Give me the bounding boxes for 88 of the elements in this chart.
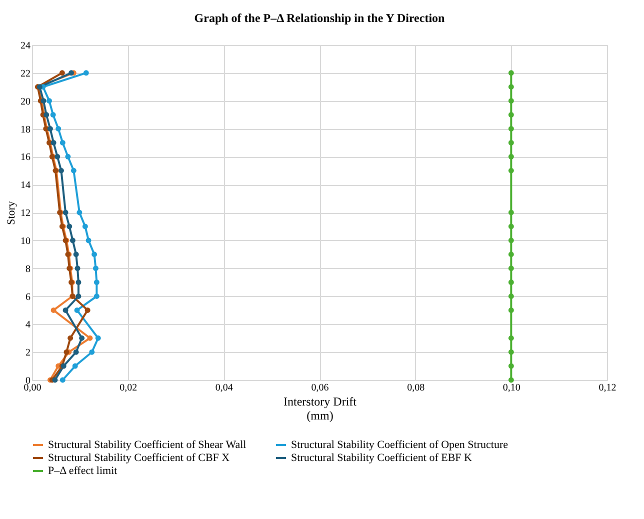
- point: [73, 252, 79, 258]
- legend-label: Structural Stability Coefficient of EBF K: [291, 452, 472, 464]
- y-tick-label: 6: [26, 292, 30, 303]
- point: [508, 307, 514, 313]
- y-tick-label: 8: [26, 264, 30, 275]
- point: [47, 126, 53, 132]
- point: [508, 280, 514, 286]
- point: [508, 377, 514, 383]
- y-axis-title: Story: [6, 200, 18, 225]
- y-tick-label: 18: [20, 124, 30, 136]
- point: [76, 210, 82, 216]
- point: [70, 168, 76, 174]
- point: [92, 266, 98, 272]
- point: [68, 335, 74, 341]
- point: [56, 126, 62, 132]
- point: [508, 266, 514, 272]
- point: [86, 238, 92, 244]
- point: [508, 294, 514, 299]
- x-tick-label: 0,04: [215, 382, 233, 394]
- point: [508, 210, 514, 216]
- point: [60, 377, 66, 383]
- point: [508, 168, 514, 174]
- x-axis-title: Interstory Drift (mm): [284, 394, 358, 422]
- point: [62, 210, 68, 216]
- point: [83, 70, 89, 76]
- x-tick-label: 0,00: [24, 382, 42, 394]
- point: [79, 335, 85, 341]
- point: [74, 307, 80, 313]
- y-tick-label: 10: [20, 236, 30, 247]
- y-tick-label: 16: [20, 152, 30, 164]
- point: [95, 335, 101, 341]
- legend-label: Structural Stability Coefficient of Open Structure: [291, 439, 508, 451]
- y-tick-label: 14: [20, 180, 30, 192]
- point: [94, 294, 100, 299]
- x-tick-label: 0,10: [502, 382, 520, 394]
- point: [508, 154, 514, 160]
- y-tick-label: 24: [20, 40, 30, 52]
- point: [72, 363, 78, 369]
- point: [62, 307, 68, 313]
- legend-label: Structural Stability Coefficient of CBF X: [48, 452, 230, 464]
- point: [94, 280, 100, 286]
- point: [508, 140, 514, 146]
- point: [84, 307, 90, 313]
- x-tick-label: 0,08: [407, 382, 425, 394]
- point: [46, 98, 52, 104]
- point: [64, 349, 70, 355]
- point: [60, 140, 66, 146]
- point: [70, 238, 76, 244]
- point: [508, 98, 514, 104]
- y-tick-label: 2: [26, 348, 30, 359]
- point: [74, 266, 80, 272]
- point: [52, 377, 58, 383]
- point: [44, 112, 50, 118]
- legend-label: Structural Stability Coefficient of Shear Wall: [48, 439, 246, 451]
- point: [82, 224, 88, 230]
- point: [508, 224, 514, 230]
- x-tick-label: 0,06: [311, 382, 329, 394]
- y-tick-label: 20: [20, 96, 30, 108]
- point: [508, 363, 514, 369]
- point: [66, 224, 72, 230]
- legend-label: P–Δ effect limit: [48, 465, 118, 477]
- point: [65, 154, 71, 160]
- point: [76, 280, 82, 286]
- chart-title: Graph of the P–Δ Relationship in the Y Direction: [194, 11, 446, 25]
- point: [54, 154, 60, 160]
- point: [58, 168, 64, 174]
- x-tick-label: 0,02: [120, 382, 138, 394]
- point: [50, 307, 56, 313]
- point: [89, 349, 95, 355]
- point: [508, 126, 514, 132]
- point: [50, 140, 56, 146]
- y-tick-label: 22: [20, 68, 30, 80]
- y-tick-label: 12: [20, 208, 30, 219]
- point: [508, 252, 514, 258]
- point: [508, 238, 514, 244]
- point: [73, 349, 79, 355]
- point: [508, 84, 514, 90]
- point: [508, 70, 514, 76]
- point: [59, 70, 65, 76]
- point: [76, 294, 82, 299]
- x-tick-label: 0,12: [598, 382, 616, 394]
- point: [92, 252, 98, 258]
- point: [50, 112, 56, 118]
- point: [87, 335, 93, 341]
- point: [508, 112, 514, 118]
- point: [508, 349, 514, 355]
- y-tick-label: 4: [26, 320, 30, 331]
- point: [508, 335, 514, 341]
